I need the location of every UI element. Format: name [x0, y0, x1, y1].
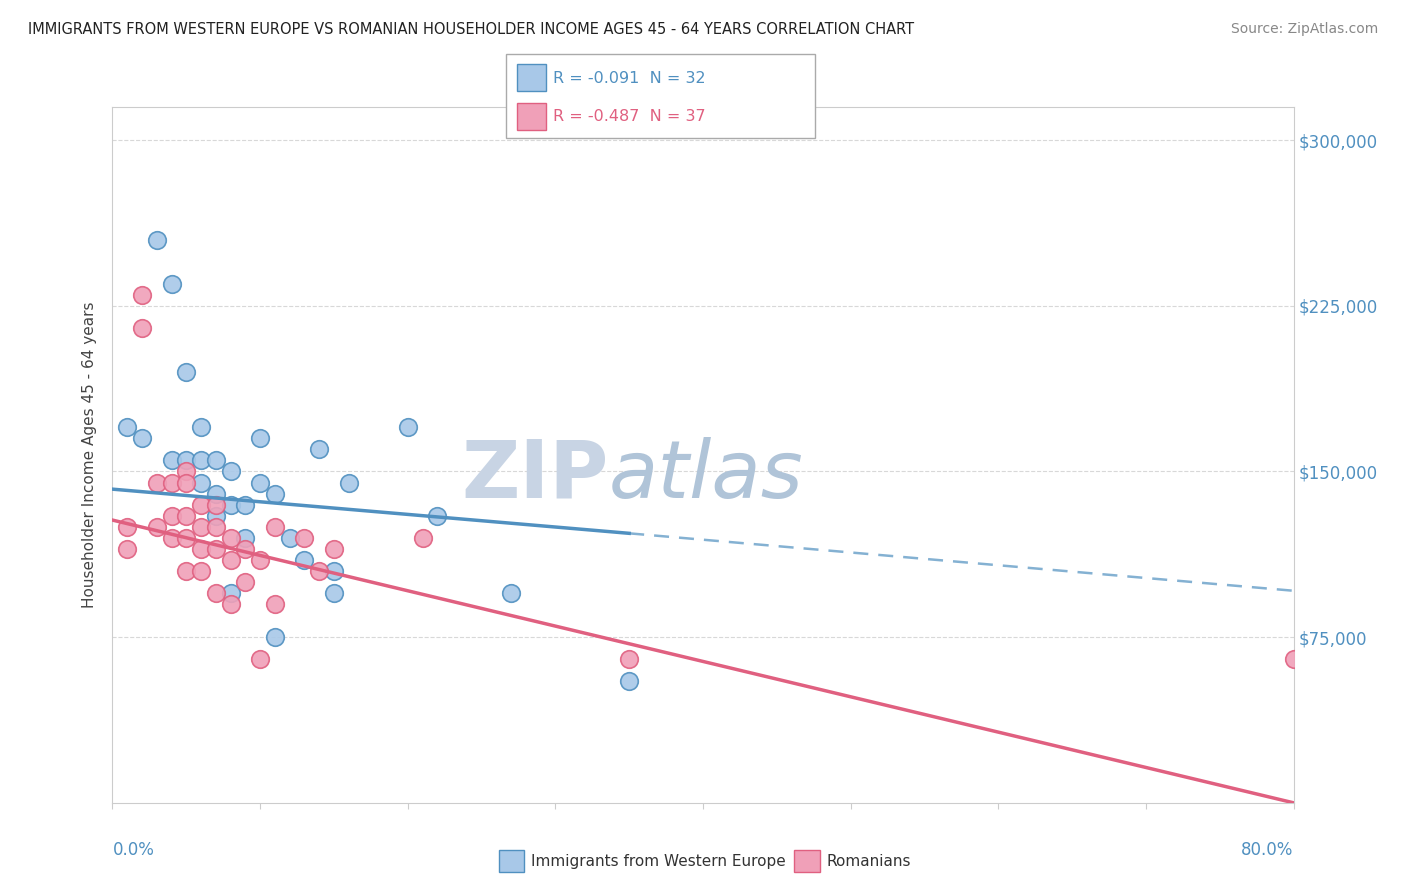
Point — [190, 541, 212, 556]
Point — [190, 453, 212, 467]
Text: R = -0.091  N = 32: R = -0.091 N = 32 — [553, 70, 706, 86]
Point — [337, 475, 360, 490]
Point — [249, 652, 271, 666]
Point — [174, 531, 197, 545]
Point — [264, 486, 287, 500]
Point — [233, 541, 256, 556]
Point — [264, 597, 287, 611]
Point — [501, 586, 523, 600]
Point — [131, 321, 153, 335]
Text: atlas: atlas — [609, 437, 803, 515]
Y-axis label: Householder Income Ages 45 - 64 years: Householder Income Ages 45 - 64 years — [82, 301, 97, 608]
Text: R = -0.487  N = 37: R = -0.487 N = 37 — [553, 109, 706, 124]
Point — [619, 652, 641, 666]
Point — [292, 553, 315, 567]
Point — [160, 277, 183, 291]
Point — [174, 475, 197, 490]
Point — [174, 508, 197, 523]
Point — [146, 519, 169, 533]
Point — [323, 541, 346, 556]
Point — [219, 531, 242, 545]
Point — [205, 519, 228, 533]
Point — [160, 508, 183, 523]
Point — [190, 519, 212, 533]
Point — [396, 420, 419, 434]
Point — [278, 531, 301, 545]
Point — [1282, 652, 1305, 666]
Point — [131, 431, 153, 445]
Point — [205, 498, 228, 512]
Point — [205, 586, 228, 600]
Point — [249, 431, 271, 445]
Point — [219, 586, 242, 600]
Text: Immigrants from Western Europe: Immigrants from Western Europe — [531, 855, 786, 869]
Point — [190, 475, 212, 490]
Point — [323, 586, 346, 600]
Point — [160, 453, 183, 467]
Text: ZIP: ZIP — [461, 437, 609, 515]
Point — [205, 541, 228, 556]
Point — [205, 453, 228, 467]
Point — [264, 630, 287, 644]
Point — [174, 365, 197, 379]
Point — [190, 498, 212, 512]
Point — [219, 498, 242, 512]
Point — [292, 531, 315, 545]
Point — [190, 420, 212, 434]
Point — [233, 574, 256, 589]
Point — [174, 564, 197, 578]
Point — [174, 453, 197, 467]
Point — [249, 475, 271, 490]
Point — [233, 498, 256, 512]
Point — [264, 519, 287, 533]
Point — [323, 564, 346, 578]
Point — [619, 674, 641, 689]
Point — [308, 442, 330, 457]
Point — [160, 531, 183, 545]
Point — [117, 519, 138, 533]
Point — [146, 475, 169, 490]
Point — [308, 564, 330, 578]
Point — [249, 553, 271, 567]
Point — [146, 233, 169, 247]
Point — [219, 553, 242, 567]
Point — [131, 287, 153, 301]
Text: 0.0%: 0.0% — [112, 841, 155, 859]
Point — [160, 475, 183, 490]
Text: Source: ZipAtlas.com: Source: ZipAtlas.com — [1230, 22, 1378, 37]
Text: IMMIGRANTS FROM WESTERN EUROPE VS ROMANIAN HOUSEHOLDER INCOME AGES 45 - 64 YEARS: IMMIGRANTS FROM WESTERN EUROPE VS ROMANI… — [28, 22, 914, 37]
Point — [233, 531, 256, 545]
Point — [205, 486, 228, 500]
Point — [190, 564, 212, 578]
Text: 80.0%: 80.0% — [1241, 841, 1294, 859]
Point — [174, 465, 197, 479]
Point — [117, 541, 138, 556]
Point — [219, 465, 242, 479]
Point — [117, 420, 138, 434]
Point — [205, 508, 228, 523]
Text: Romanians: Romanians — [827, 855, 911, 869]
Point — [426, 508, 449, 523]
Point — [411, 531, 433, 545]
Point — [219, 597, 242, 611]
